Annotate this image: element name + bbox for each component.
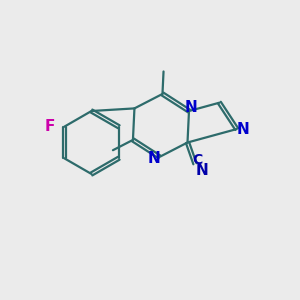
Text: N: N	[195, 163, 208, 178]
Text: N: N	[148, 151, 160, 166]
Text: N: N	[236, 122, 249, 136]
Text: N: N	[184, 100, 197, 115]
Text: C: C	[192, 153, 203, 167]
Text: F: F	[44, 119, 55, 134]
